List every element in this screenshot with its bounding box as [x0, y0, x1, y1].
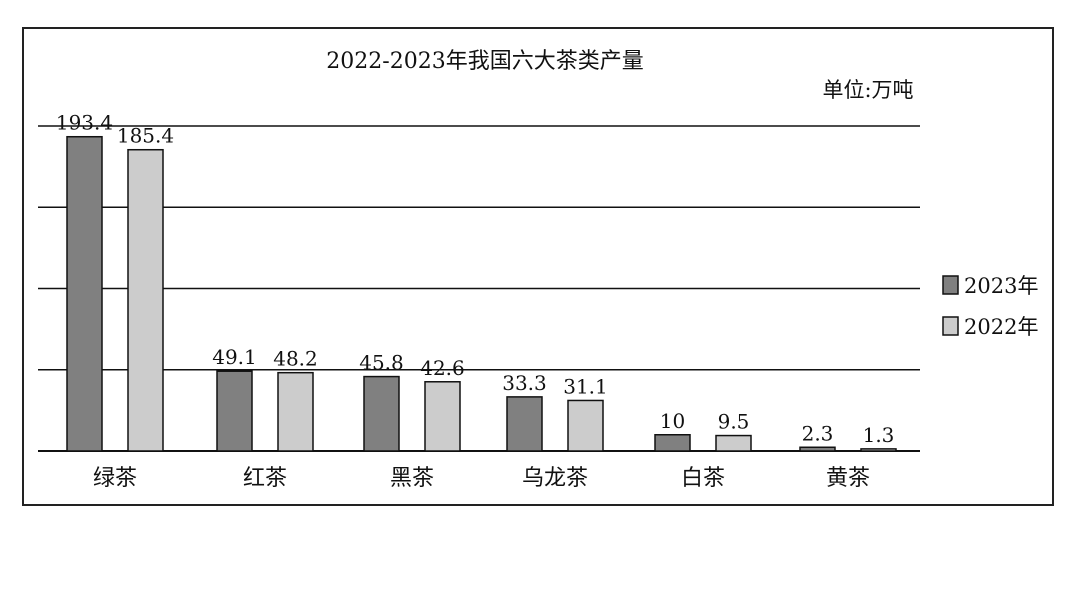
bar-value-label: 48.2 [273, 347, 318, 371]
bar [715, 434, 752, 452]
legend: 2023年 2022年 [942, 274, 1038, 339]
category-label: 白茶 [681, 466, 725, 491]
bar [799, 446, 836, 452]
bar [363, 375, 400, 452]
bar [277, 371, 314, 452]
gridlines [38, 125, 920, 452]
bar-value-label: 33.3 [502, 371, 547, 395]
bar [216, 370, 253, 452]
bar-value-label: 45.8 [359, 351, 404, 375]
bar [567, 399, 604, 452]
unit-label: 单位:万吨 [822, 78, 913, 102]
chart-title: 2022-2023年我国六大茶类产量 [326, 49, 643, 74]
bar-value-label: 185.4 [117, 124, 174, 148]
bar-value-label: 193.4 [56, 111, 113, 135]
bar-value-label: 9.5 [718, 410, 750, 434]
bar [860, 448, 897, 452]
legend-label: 2022年 [964, 315, 1038, 339]
bar-value-label: 31.1 [563, 374, 608, 398]
bar-value-label: 49.1 [212, 345, 257, 369]
bar-value-label: 2.3 [802, 421, 834, 445]
bar [66, 135, 103, 452]
category-label: 黄茶 [826, 466, 870, 491]
bars [66, 135, 897, 452]
bar [424, 381, 461, 452]
bar [506, 396, 543, 452]
category-label: 红茶 [243, 466, 287, 491]
bar [654, 434, 691, 452]
legend-swatch [942, 275, 959, 295]
legend-swatch [942, 316, 959, 336]
category-labels: 绿茶 红茶 黑茶 乌龙茶 白茶 黄茶 [93, 466, 870, 491]
bar-value-label: 1.3 [863, 423, 895, 447]
bar [127, 148, 164, 452]
bar-value-label: 42.6 [420, 356, 465, 380]
bar-value-label: 10 [660, 409, 685, 433]
category-label: 乌龙茶 [522, 466, 588, 491]
category-label: 黑茶 [390, 466, 434, 491]
category-label: 绿茶 [93, 466, 137, 491]
legend-label: 2023年 [964, 274, 1038, 298]
